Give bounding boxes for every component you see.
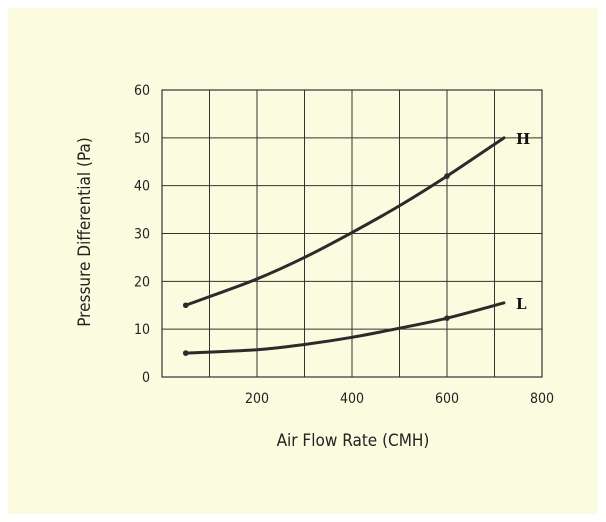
y-tick-label: 10 xyxy=(134,322,150,338)
x-tick-label: 800 xyxy=(530,391,554,407)
series-label-l: L xyxy=(516,295,527,313)
tick-labels: 0 10 20 30 40 50 60 200 400 600 800 xyxy=(134,83,554,407)
y-tick-label: 0 xyxy=(142,370,150,386)
series-point-l xyxy=(444,315,450,321)
plot-border xyxy=(161,89,543,378)
y-axis-label: Pressure Differential (Pa) xyxy=(75,137,95,327)
y-tick-label: 60 xyxy=(134,83,150,99)
chart-panel xyxy=(8,8,598,514)
series-line-l xyxy=(184,301,506,355)
plot-frame xyxy=(161,89,543,378)
x-axis-label: Air Flow Rate (CMH) xyxy=(277,431,430,451)
y-tick-label: 50 xyxy=(134,131,150,147)
series-point-h xyxy=(444,173,450,179)
series-label-h: H xyxy=(516,130,530,148)
y-tick-label: 20 xyxy=(134,274,150,290)
series-point-l xyxy=(182,350,189,356)
y-tick-label: 30 xyxy=(134,227,150,243)
series: HL xyxy=(182,130,530,356)
x-tick-label: 600 xyxy=(435,391,459,407)
x-tick-label: 200 xyxy=(245,391,269,407)
x-tick-label: 400 xyxy=(340,391,364,407)
y-tick-label: 40 xyxy=(134,179,150,195)
series-line-h xyxy=(184,136,506,307)
series-point-h xyxy=(182,302,189,309)
